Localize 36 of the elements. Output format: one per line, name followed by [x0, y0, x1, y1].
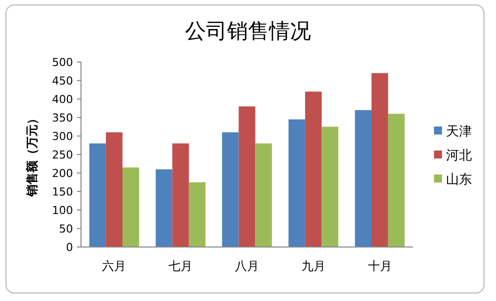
bar	[188, 182, 206, 247]
legend-label: 天津	[446, 124, 472, 140]
y-tick-label: 350	[52, 112, 73, 124]
y-axis-title: 销售额（万元）	[25, 112, 39, 198]
y-tick-label: 300	[52, 130, 73, 143]
y-tick-label: 250	[52, 148, 73, 162]
bar	[122, 167, 140, 247]
y-tick-label: 500	[52, 56, 73, 69]
y-tick-label: 400	[52, 93, 73, 106]
bar	[222, 132, 239, 247]
chart-title: 公司销售情况	[185, 19, 311, 43]
bar	[106, 132, 122, 247]
bar	[238, 106, 256, 247]
x-tick-label: 七月	[168, 259, 193, 273]
bar	[322, 126, 338, 247]
bar	[372, 73, 388, 247]
bar	[89, 143, 106, 247]
bar	[255, 143, 272, 247]
y-tick-label: 100	[52, 204, 73, 217]
bar	[305, 92, 322, 247]
bar	[354, 110, 372, 247]
y-tick-label: 200	[52, 167, 73, 180]
bar	[388, 114, 405, 247]
legend-label: 山东	[446, 172, 472, 188]
bar	[172, 143, 189, 247]
x-tick-label: 八月	[235, 259, 259, 273]
bar	[156, 169, 172, 247]
x-tick-label: 十月	[368, 259, 392, 273]
y-tick-label: 0	[66, 241, 73, 254]
x-tick-label: 六月	[102, 259, 126, 273]
bar	[288, 119, 306, 247]
y-tick-label: 450	[52, 74, 73, 88]
x-tick-label: 九月	[301, 259, 326, 273]
y-tick-label: 150	[52, 186, 73, 198]
y-tick-label: 50	[59, 222, 73, 236]
legend-label: 河北	[446, 148, 472, 164]
